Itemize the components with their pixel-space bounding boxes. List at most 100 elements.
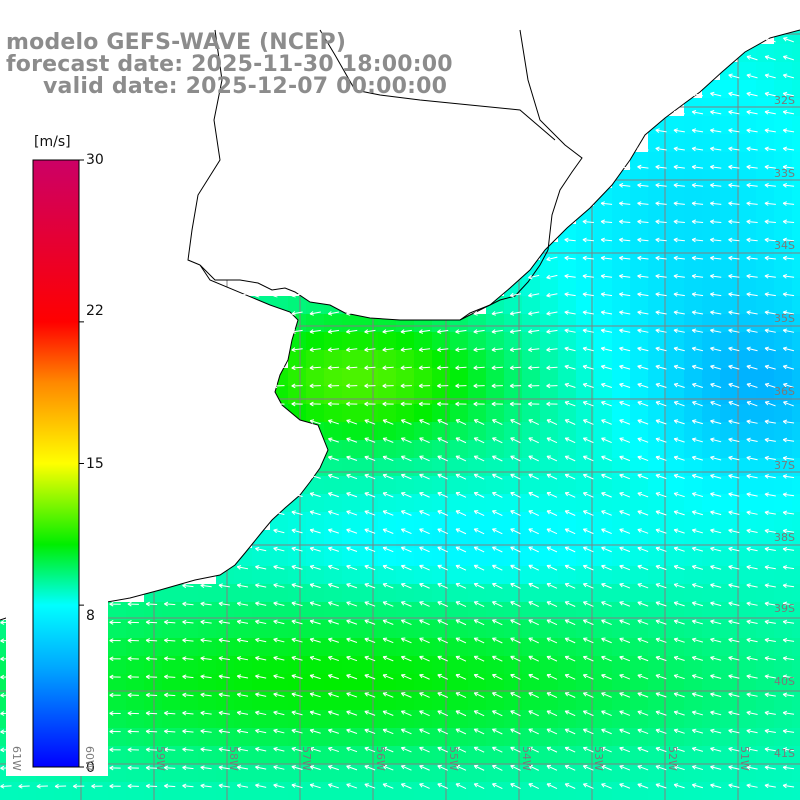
wind-arrow [255, 565, 267, 570]
wind-arrow [510, 564, 521, 571]
field-cell [594, 206, 613, 225]
field-cell [630, 260, 649, 279]
field-cell [684, 260, 703, 279]
field-cell [558, 278, 577, 297]
wind-arrow [728, 455, 740, 461]
wind-arrow [728, 473, 740, 479]
field-cell [432, 512, 451, 531]
wind-arrow [492, 419, 503, 426]
wind-arrow [127, 601, 139, 607]
wind-arrow [346, 765, 358, 771]
field-cell [756, 746, 775, 765]
wind-arrow [418, 401, 431, 407]
field-cell [360, 458, 379, 477]
field-cell [612, 296, 631, 315]
field-cell [396, 602, 415, 621]
wind-arrow [564, 710, 576, 717]
field-cell [396, 638, 415, 657]
wind-arrow [782, 437, 795, 443]
field-cell [486, 314, 505, 333]
field-cell [612, 368, 631, 387]
field-cell [702, 170, 721, 189]
field-cell [684, 746, 703, 765]
wind-arrow [364, 619, 376, 625]
field-cell [252, 566, 271, 585]
wind-arrow [400, 510, 412, 516]
wind-arrow [510, 582, 521, 589]
field-cell [540, 566, 559, 585]
wind-arrow [419, 510, 430, 516]
wind-arrow [492, 491, 503, 498]
wind-arrow [382, 764, 394, 771]
wind-arrow [601, 601, 612, 607]
wind-arrow [510, 764, 521, 771]
wind-arrow [473, 455, 485, 462]
field-cell [306, 710, 325, 729]
field-cell [630, 242, 649, 261]
field-cell [648, 314, 667, 333]
wind-arrow [710, 128, 722, 133]
field-cell [504, 584, 523, 603]
wind-arrow [582, 328, 594, 334]
wind-arrow [728, 692, 740, 697]
wind-arrow [273, 437, 285, 443]
field-cell [126, 620, 145, 639]
field-cell [738, 188, 757, 207]
wind-arrow [582, 546, 594, 553]
field-cell [450, 584, 469, 603]
wind-arrow [764, 528, 776, 534]
wind-arrow [746, 601, 758, 607]
wind-arrow [746, 292, 758, 297]
wind-arrow [710, 637, 722, 643]
field-cell [720, 638, 739, 657]
wind-arrow [764, 292, 776, 297]
field-cell [360, 782, 379, 800]
field-cell [450, 422, 469, 441]
coastline-plata [199, 264, 460, 321]
field-cell [414, 584, 433, 603]
field-cell [324, 764, 343, 783]
wind-arrow [782, 255, 795, 261]
wind-arrow [746, 565, 758, 570]
field-cell [684, 386, 703, 405]
field-cell [702, 692, 721, 711]
field-cell [288, 638, 307, 657]
wind-arrow [127, 638, 139, 643]
field-cell [666, 206, 685, 225]
wind-arrow [655, 692, 667, 698]
wind-arrow [273, 311, 285, 316]
wind-arrow [473, 564, 485, 571]
field-cell [630, 224, 649, 243]
wind-arrow [655, 128, 667, 133]
field-cell [558, 260, 577, 279]
field-cell [504, 368, 523, 387]
wind-arrow [528, 491, 539, 498]
field-cell [702, 188, 721, 207]
field-cell [108, 764, 127, 783]
wind-arrow [510, 673, 521, 680]
wind-arrow [673, 492, 685, 498]
wind-arrow [782, 346, 795, 352]
wind-arrow [619, 273, 631, 279]
field-cell [612, 242, 631, 261]
wind-arrow [673, 310, 685, 315]
field-cell [612, 332, 631, 351]
wind-arrow [746, 619, 758, 625]
wind-arrow [510, 728, 521, 735]
coastline-north [459, 29, 800, 321]
field-cell [324, 458, 343, 477]
wind-arrow [382, 546, 394, 553]
field-cell [738, 602, 757, 621]
field-cell [774, 116, 793, 135]
wind-arrow [782, 110, 795, 115]
wind-arrow [346, 601, 358, 607]
wind-arrow [691, 710, 704, 716]
field-cell [774, 386, 793, 405]
wind-arrow [619, 673, 631, 680]
field-cell [252, 728, 271, 747]
wind-arrow [710, 110, 722, 115]
wind-arrow [510, 746, 521, 753]
field-cell [612, 422, 631, 441]
field-cell [612, 494, 631, 513]
wind-arrow [728, 564, 740, 570]
